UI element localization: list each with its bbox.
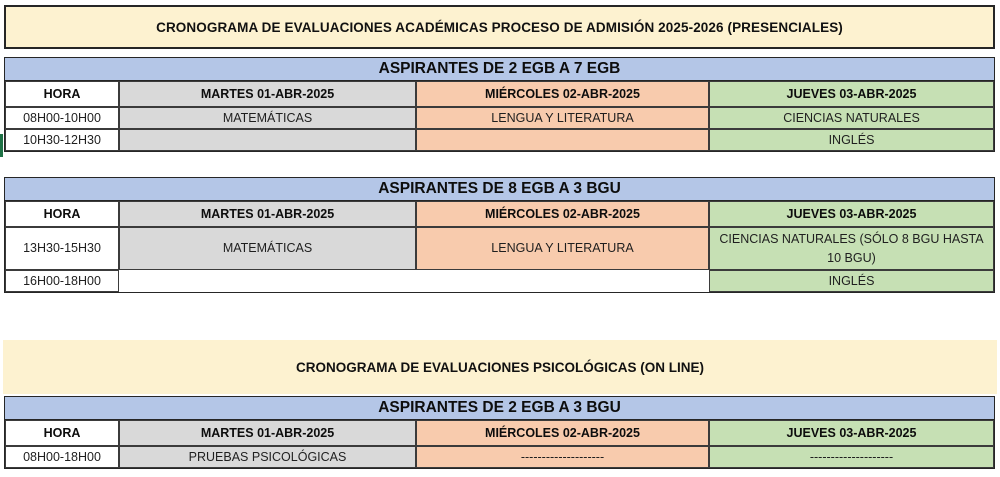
cell-jueves: INGLÉS bbox=[709, 129, 994, 151]
cell-jueves: -------------------- bbox=[709, 446, 994, 468]
cell-miercoles-empty bbox=[416, 270, 709, 292]
cell-martes: PRUEBAS PSICOLÓGICAS bbox=[119, 446, 416, 468]
cell-hora: 08H00-18H00 bbox=[5, 446, 119, 468]
cell-miercoles: -------------------- bbox=[416, 446, 709, 468]
cell-martes-empty bbox=[119, 270, 416, 292]
section-title-2egb-7egb: ASPIRANTES DE 2 EGB A 7 EGB bbox=[4, 57, 995, 81]
cell-jueves: CIENCIAS NATURALES (SÓLO 8 BGU HASTA 10 … bbox=[709, 227, 994, 270]
col-header-hora: HORA bbox=[5, 81, 119, 107]
cell-hora: 08H00-10H00 bbox=[5, 107, 119, 129]
col-header-jueves: JUEVES 03-ABR-2025 bbox=[709, 81, 994, 107]
cell-hora: 13H30-15H30 bbox=[5, 227, 119, 270]
col-header-jueves: JUEVES 03-ABR-2025 bbox=[709, 201, 994, 227]
cell-miercoles bbox=[416, 129, 709, 151]
col-header-miercoles: MIÉRCOLES 02-ABR-2025 bbox=[416, 81, 709, 107]
col-header-miercoles: MIÉRCOLES 02-ABR-2025 bbox=[416, 420, 709, 446]
schedule-table-2egb-7egb: HORA MARTES 01-ABR-2025 MIÉRCOLES 02-ABR… bbox=[4, 81, 995, 152]
col-header-jueves: JUEVES 03-ABR-2025 bbox=[709, 420, 994, 446]
cell-martes bbox=[119, 129, 416, 151]
schedule-table-2egb-3bgu: HORA MARTES 01-ABR-2025 MIÉRCOLES 02-ABR… bbox=[4, 420, 995, 469]
cell-hora: 10H30-12H30 bbox=[5, 129, 119, 151]
section-title-8egb-3bgu: ASPIRANTES DE 8 EGB A 3 BGU bbox=[4, 177, 995, 201]
col-header-martes: MARTES 01-ABR-2025 bbox=[119, 81, 416, 107]
schedule-table-8egb-3bgu: HORA MARTES 01-ABR-2025 MIÉRCOLES 02-ABR… bbox=[4, 201, 995, 293]
col-header-hora: HORA bbox=[5, 201, 119, 227]
section-title-2egb-3bgu: ASPIRANTES DE 2 EGB A 3 BGU bbox=[4, 396, 995, 420]
main-title: CRONOGRAMA DE EVALUACIONES ACADÉMICAS PR… bbox=[4, 5, 995, 49]
cell-miercoles: LENGUA Y LITERATURA bbox=[416, 107, 709, 129]
cell-jueves: CIENCIAS NATURALES bbox=[709, 107, 994, 129]
col-header-hora: HORA bbox=[5, 420, 119, 446]
col-header-miercoles: MIÉRCOLES 02-ABR-2025 bbox=[416, 201, 709, 227]
cell-hora: 16H00-18H00 bbox=[5, 270, 119, 292]
schedule-page: CRONOGRAMA DE EVALUACIONES ACADÉMICAS PR… bbox=[0, 5, 1000, 477]
cell-miercoles: LENGUA Y LITERATURA bbox=[416, 227, 709, 270]
cell-jueves: INGLÉS bbox=[709, 270, 994, 292]
window-edge-artifact bbox=[0, 134, 3, 157]
col-header-martes: MARTES 01-ABR-2025 bbox=[119, 420, 416, 446]
cell-martes: MATEMÁTICAS bbox=[119, 107, 416, 129]
col-header-martes: MARTES 01-ABR-2025 bbox=[119, 201, 416, 227]
psych-title: CRONOGRAMA DE EVALUACIONES PSICOLÓGICAS … bbox=[3, 340, 997, 394]
cell-martes: MATEMÁTICAS bbox=[119, 227, 416, 270]
